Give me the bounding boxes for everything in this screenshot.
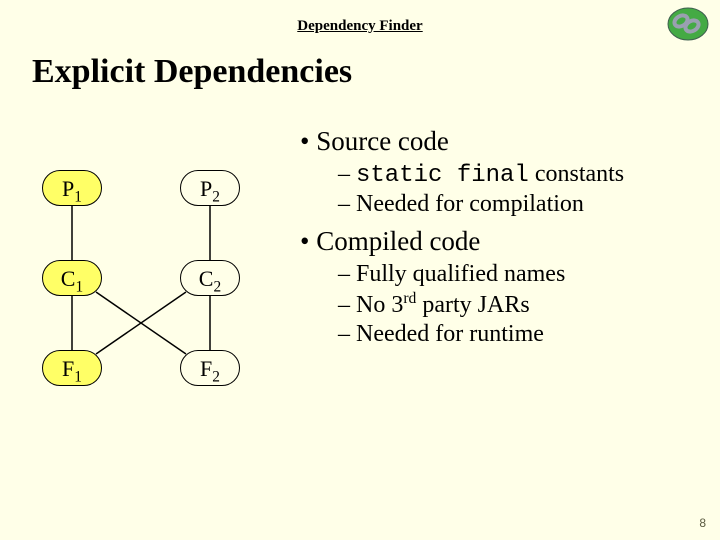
node-label: P xyxy=(200,176,212,201)
node-label: P xyxy=(62,176,74,201)
bullet-compiled-code: Compiled code xyxy=(300,226,700,257)
superscript: rd xyxy=(403,290,416,307)
node-label: C xyxy=(61,266,76,291)
dependency-diagram: P1P2C1C2F1F2 xyxy=(30,166,290,446)
text: No 3 xyxy=(356,292,403,318)
logo xyxy=(664,4,712,44)
code-text: static final xyxy=(356,162,529,189)
text: constants xyxy=(529,161,624,187)
diagram-node-c1: C1 xyxy=(42,260,102,296)
diagram-node-c2: C2 xyxy=(180,260,240,296)
page-header: Dependency Finder xyxy=(0,0,720,35)
node-subscript: 1 xyxy=(74,188,82,205)
node-label: C xyxy=(199,266,214,291)
sub-jars: No 3rd party JARs xyxy=(300,290,700,319)
sub-static-final: static final constants xyxy=(300,161,700,189)
text: Needed for compilation xyxy=(356,191,584,217)
bullet-text: Source code xyxy=(316,126,449,156)
diagram-node-p1: P1 xyxy=(42,170,102,206)
node-subscript: 2 xyxy=(212,368,220,385)
diagram-node-f2: F2 xyxy=(180,350,240,386)
sub-runtime: Needed for runtime xyxy=(300,321,700,348)
node-subscript: 1 xyxy=(75,278,83,295)
node-subscript: 2 xyxy=(212,188,220,205)
text: party JARs xyxy=(416,292,529,318)
diagram-edges xyxy=(30,166,290,446)
header-title: Dependency Finder xyxy=(297,18,422,34)
node-subscript: 2 xyxy=(213,278,221,295)
diagram-node-f1: F1 xyxy=(42,350,102,386)
slide-title: Explicit Dependencies xyxy=(0,35,720,91)
node-label: F xyxy=(62,356,74,381)
node-subscript: 1 xyxy=(74,368,82,385)
bullet-text: Compiled code xyxy=(316,226,480,256)
text: Fully qualified names xyxy=(356,261,565,287)
text: Needed for runtime xyxy=(356,321,544,347)
sub-compilation: Needed for compilation xyxy=(300,191,700,218)
sub-fqn: Fully qualified names xyxy=(300,261,700,288)
bullet-content: Source code static final constants Neede… xyxy=(300,126,700,350)
diagram-node-p2: P2 xyxy=(180,170,240,206)
bullet-source-code: Source code xyxy=(300,126,700,157)
node-label: F xyxy=(200,356,212,381)
page-number: 8 xyxy=(699,516,706,530)
